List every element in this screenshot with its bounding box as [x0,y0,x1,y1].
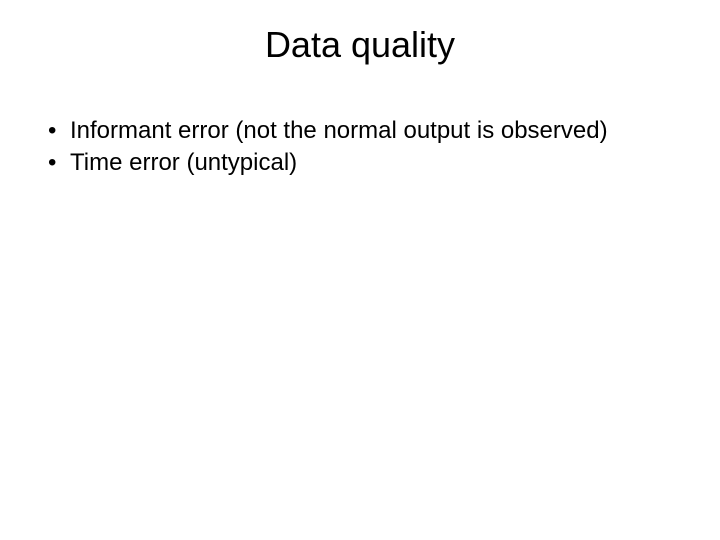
slide-container: Data quality Informant error (not the no… [0,0,720,540]
bullet-item: Informant error (not the normal output i… [40,116,680,146]
bullet-item: Time error (untypical) [40,148,680,178]
slide-title: Data quality [40,24,680,66]
bullet-list: Informant error (not the normal output i… [40,116,680,178]
